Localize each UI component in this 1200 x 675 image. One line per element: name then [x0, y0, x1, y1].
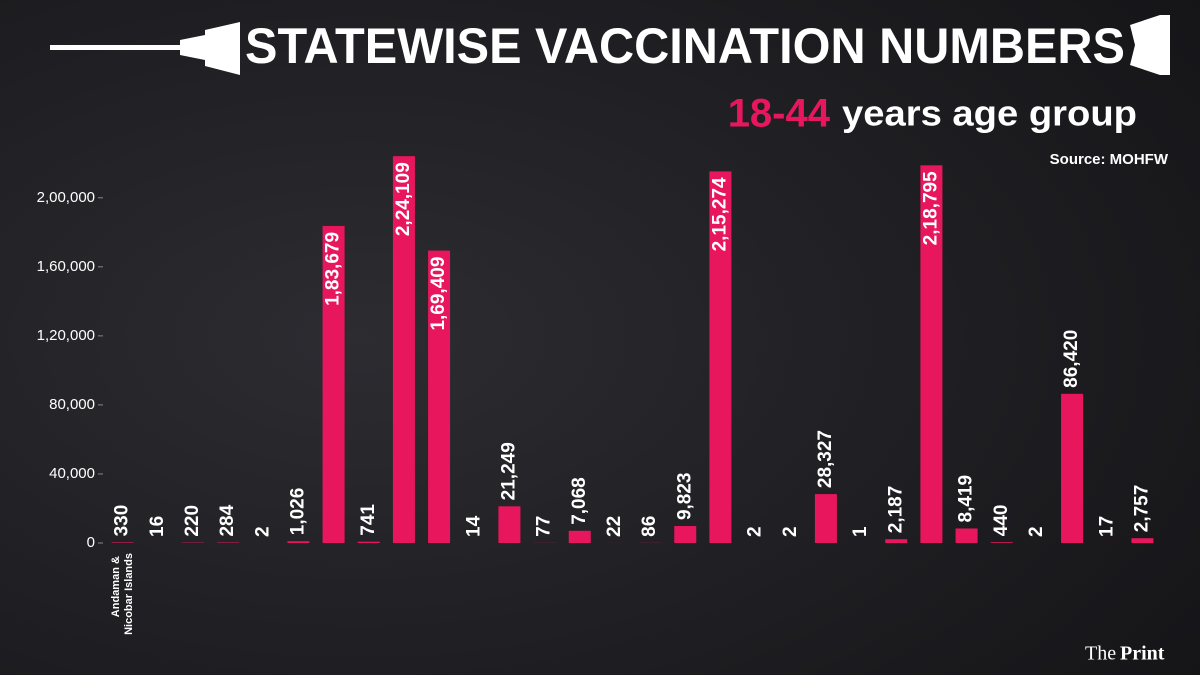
value-label: 284	[217, 504, 238, 536]
value-label: 1,026	[287, 488, 308, 536]
value-label: 86,420	[1061, 330, 1082, 388]
value-label: 1,69,409	[428, 257, 449, 331]
value-label: 9,823	[674, 472, 695, 520]
bar	[885, 539, 908, 543]
bar	[498, 506, 521, 543]
bar	[322, 225, 345, 543]
value-label: 8,419	[956, 475, 977, 523]
brand-print: Print	[1120, 643, 1165, 665]
value-label: 440	[991, 505, 1012, 537]
value-label: 21,249	[498, 442, 519, 500]
value-label: 330	[112, 505, 133, 537]
value-label: 22	[604, 516, 625, 537]
bar	[287, 541, 310, 543]
bar	[568, 530, 591, 543]
value-label: 2	[745, 526, 766, 537]
value-label: 28,327	[815, 430, 836, 488]
y-tick-label: 2,00,000	[37, 189, 95, 206]
y-tick-label: 0	[87, 534, 95, 551]
bar	[709, 171, 732, 544]
subtitle: years age group	[842, 93, 1137, 134]
bar	[1131, 538, 1154, 543]
value-label: 2	[780, 526, 801, 537]
value-label: 2,187	[885, 486, 906, 534]
value-label: 220	[182, 505, 203, 537]
bar	[955, 528, 978, 543]
value-label: 2	[1026, 526, 1047, 537]
x-tick-label-line: Nicobar Islands	[123, 553, 135, 635]
value-label: 2,757	[1131, 485, 1152, 533]
value-label: 86	[639, 516, 660, 537]
x-tick-label: Andaman & Nicobar Islands	[110, 553, 135, 635]
bar	[1061, 393, 1084, 543]
value-label: 17	[1096, 516, 1117, 537]
value-label: 1	[850, 526, 871, 537]
bar	[428, 250, 451, 543]
bar	[990, 542, 1013, 543]
x-tick-label-line: Andaman &	[110, 553, 122, 617]
value-label: 14	[463, 515, 484, 537]
bar	[392, 156, 415, 543]
y-tick-label: 1,20,000	[37, 327, 95, 344]
brand-logo: The Print	[1085, 643, 1165, 665]
bar	[920, 165, 943, 543]
value-label: 741	[358, 504, 379, 536]
value-label: 2,24,109	[393, 162, 414, 236]
value-label: 16	[147, 516, 168, 537]
subtitle-highlight: 18-44	[728, 92, 831, 136]
brand-the: The	[1085, 643, 1116, 665]
syringe-graphic	[50, 15, 1170, 75]
value-label: 77	[534, 516, 555, 537]
bar	[814, 494, 837, 543]
value-label: 1,83,679	[323, 232, 344, 306]
y-tick-label: 1,60,000	[37, 258, 95, 275]
bar	[674, 526, 697, 543]
bar	[357, 541, 380, 543]
y-tick-label: 40,000	[49, 465, 95, 482]
chart-title: STATEWISE VACCINATION NUMBERS	[245, 18, 1125, 74]
value-label: 2,15,274	[709, 177, 730, 251]
value-label: 7,068	[569, 477, 590, 525]
value-label: 2	[252, 526, 273, 537]
y-tick-label: 80,000	[49, 396, 95, 413]
value-label: 2,18,795	[920, 171, 941, 245]
source: Source: MOHFW	[1050, 151, 1169, 168]
bar	[111, 542, 134, 543]
